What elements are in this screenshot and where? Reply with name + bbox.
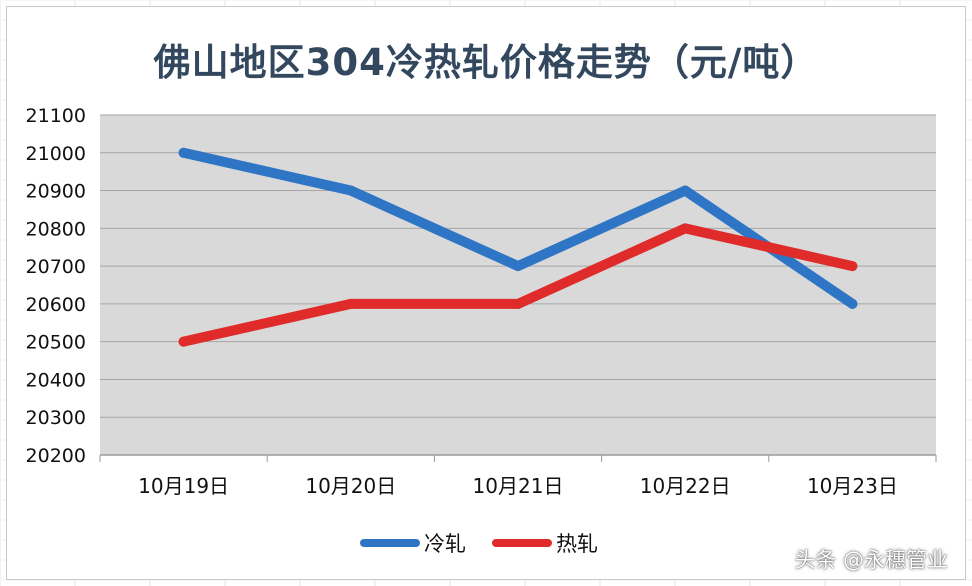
data-point [847,261,858,272]
data-point [513,261,523,272]
y-tick-label: 20800 [26,218,86,240]
data-point [345,298,356,309]
y-tick-label: 21000 [26,143,86,165]
data-point [178,336,189,347]
y-tick-label: 20200 [26,445,86,467]
data-point [178,147,189,158]
data-point [680,185,691,196]
y-tick-label: 20500 [26,332,86,354]
legend-label-cold: 冷轧 [424,532,466,556]
watermark: 头条 @永穗管业 [794,548,948,572]
y-tick-label: 20600 [26,294,86,316]
legend-item-cold: 冷轧 [360,528,466,558]
y-tick-label: 21100 [26,105,86,127]
x-tick-label: 10月21日 [473,474,564,498]
y-tick-label: 20300 [26,407,86,429]
legend: 冷轧 热轧 [360,528,624,558]
data-point [513,298,523,309]
legend-swatch-cold [360,539,420,547]
legend-item-hot: 热轧 [492,528,598,558]
data-point [345,185,356,196]
x-tick-label: 10月23日 [807,474,898,498]
y-tick-label: 20700 [26,256,86,278]
x-tick-label: 10月19日 [138,474,229,498]
x-tick-label: 10月22日 [640,474,731,498]
data-point [847,298,858,309]
plot-area [100,115,936,455]
data-point [680,223,691,234]
chart-title: 佛山地区304冷热轧价格走势（元/吨） [153,41,819,84]
legend-swatch-hot [492,539,552,547]
x-tick-label: 10月20日 [305,474,396,498]
y-tick-label: 20900 [26,181,86,203]
legend-label-hot: 热轧 [556,532,598,556]
y-tick-label: 20400 [26,369,86,391]
